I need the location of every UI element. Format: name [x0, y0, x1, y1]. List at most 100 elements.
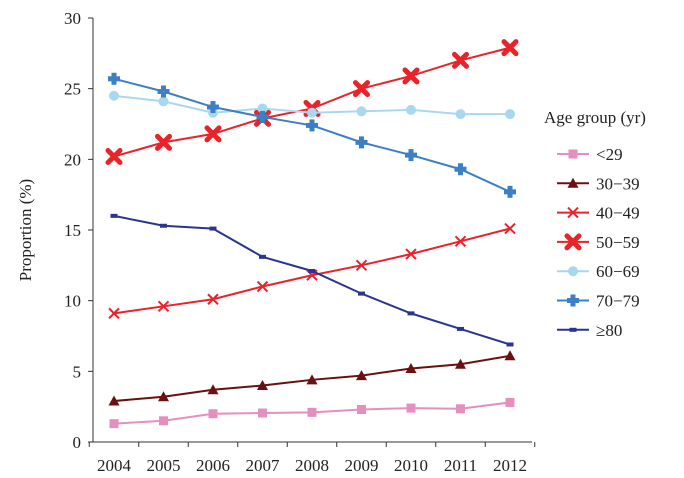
legend: Age group (yr) <29 30−39 40−49 50−59 60−69 70−… [544, 108, 646, 340]
x-tick-label: 2006 [196, 456, 230, 475]
legend-label: 30−39 [596, 174, 640, 193]
series-5-point [306, 119, 318, 132]
marker-stroke [353, 80, 370, 98]
marker-stroke [306, 122, 318, 128]
series-0-point [159, 416, 168, 426]
marker-stroke [504, 222, 516, 235]
series-3-point [452, 51, 469, 69]
legend-title: Age group (yr) [544, 108, 646, 127]
series-5-point [355, 136, 368, 149]
series-2-point [504, 222, 516, 235]
series-1-point [455, 358, 466, 369]
y-tick-label: 20 [64, 150, 81, 169]
marker-stroke [207, 293, 219, 305]
marker-stroke [157, 88, 170, 94]
marker-stroke [402, 67, 420, 85]
marker-stroke [204, 125, 222, 143]
series-4-point [307, 107, 317, 118]
series-5-point [504, 185, 516, 198]
series-6 [110, 213, 514, 347]
legend-item: 60−69 [557, 262, 640, 281]
series-3-point [353, 80, 370, 98]
series-0-point [456, 404, 465, 414]
legend-item: 70−79 [557, 292, 640, 311]
series-2-point [355, 259, 368, 272]
series-5-point [207, 101, 219, 114]
series-6-point [160, 223, 167, 228]
axes: 0 5 10 15 20 25 30 2004 2005 2006 2007 2008 2009 2010… [16, 9, 536, 475]
series-3-point [402, 67, 420, 85]
legend-swatch-marker [569, 327, 577, 332]
x-tick-label: 2004 [97, 456, 132, 475]
marker-stroke [405, 248, 417, 260]
series-2-point [108, 307, 120, 320]
marker-stroke [452, 51, 469, 69]
series-4-point [406, 104, 416, 115]
series-0-point [258, 408, 267, 418]
series-2-point [157, 300, 170, 313]
series-5 [108, 72, 516, 198]
y-tick-label: 25 [64, 80, 81, 99]
legend-item: ≥80 [557, 321, 622, 340]
series-1-point [207, 384, 219, 395]
series-6-point [358, 291, 365, 296]
series-2 [108, 222, 516, 320]
legend-swatch-marker [567, 177, 579, 188]
marker-stroke [355, 139, 368, 145]
marker-stroke [256, 280, 269, 293]
series-2-point [207, 293, 219, 305]
series-2-point [256, 280, 269, 293]
legend-item: <29 [557, 145, 623, 164]
legend-label: 70−79 [596, 292, 640, 311]
series-3-line [113, 46, 511, 158]
legend-swatch-marker [568, 266, 578, 277]
marker-stroke [207, 104, 219, 110]
series-1-point [405, 363, 417, 374]
series-2-point [454, 235, 467, 248]
series-0-point [505, 397, 515, 407]
x-tick-label: 2009 [345, 456, 379, 475]
marker-stroke [157, 300, 170, 313]
legend-item: 50−59 [557, 233, 640, 252]
series-4-point [109, 90, 119, 101]
series-6-point [506, 342, 514, 347]
series-5-point [157, 85, 170, 98]
marker-stroke [501, 39, 519, 57]
series-3-point [155, 133, 172, 151]
legend-item: 40−49 [557, 204, 640, 223]
series-6-point [259, 254, 266, 259]
series-0-point [357, 404, 366, 414]
marker-stroke [454, 166, 467, 172]
marker-stroke [405, 152, 417, 158]
x-tick-label: 2008 [295, 456, 329, 475]
series-0-point [109, 419, 119, 429]
series-3-point [105, 148, 123, 166]
series-2-point [405, 248, 417, 260]
series-1-point [504, 350, 516, 361]
marker-stroke [108, 307, 120, 320]
marker-stroke [454, 235, 467, 248]
series-5-point [108, 72, 120, 85]
series-4-point [356, 106, 367, 117]
marker-stroke [256, 114, 269, 120]
y-tick-label: 30 [64, 9, 81, 28]
legend-label: 60−69 [596, 262, 640, 281]
series-4-point [158, 96, 169, 107]
y-tick-label: 15 [64, 221, 81, 240]
series-6-point [308, 268, 316, 273]
legend-label: ≥80 [596, 321, 622, 340]
series-6-line [113, 214, 511, 346]
marker-stroke [355, 259, 368, 272]
series-0-point [307, 407, 317, 417]
series-5-line [113, 77, 511, 193]
series-layer [105, 39, 519, 429]
series-1-point [306, 374, 318, 385]
series-6-point [457, 326, 464, 331]
series-1 [108, 350, 516, 406]
series-1-point [158, 391, 169, 402]
y-tick-label: 10 [64, 292, 81, 311]
legend-swatch-marker [567, 206, 579, 219]
legend-swatch-marker [568, 149, 578, 159]
series-4 [109, 90, 515, 120]
y-tick-label: 0 [73, 433, 82, 452]
